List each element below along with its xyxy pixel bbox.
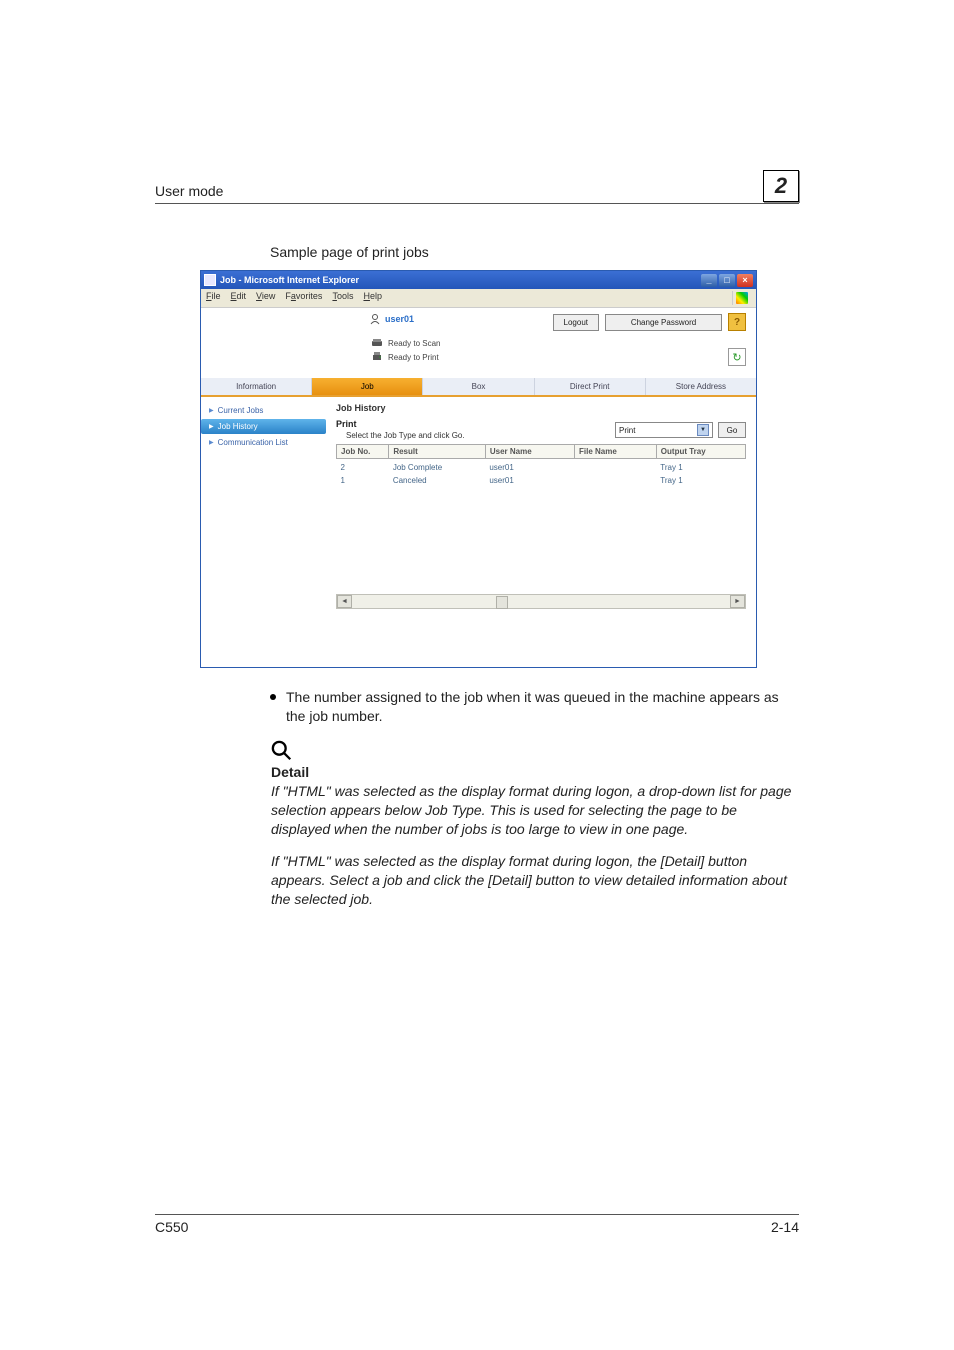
- scroll-right-arrow-icon[interactable]: ►: [730, 595, 745, 608]
- browser-window: Job - Microsoft Internet Explorer _ □ × …: [200, 270, 757, 668]
- device-status: Ready to Scan Ready to Print: [371, 336, 440, 364]
- table-cell: user01: [485, 474, 574, 487]
- job-table-wrap: Job No.ResultUser NameFile NameOutput Tr…: [336, 444, 746, 609]
- scan-status-text: Ready to Scan: [388, 339, 440, 348]
- menu-help[interactable]: Help: [363, 291, 382, 305]
- windows-flag-icon: [736, 292, 748, 304]
- window-titlebar: Job - Microsoft Internet Explorer _ □ ×: [201, 271, 756, 289]
- table-cell: [575, 459, 657, 475]
- window-title: Job - Microsoft Internet Explorer: [220, 275, 359, 285]
- scroll-track[interactable]: [352, 596, 730, 607]
- page-header-title: User mode: [155, 183, 223, 199]
- bullet-text: The number assigned to the job when it w…: [286, 688, 799, 726]
- dropdown-arrow-icon: ▼: [697, 424, 709, 436]
- current-user: user01: [369, 313, 414, 325]
- table-cell: Canceled: [389, 474, 486, 487]
- table-cell: Job Complete: [389, 459, 486, 475]
- maximize-button[interactable]: □: [719, 274, 735, 287]
- menu-file[interactable]: File: [206, 291, 221, 305]
- jobtype-value: Print: [619, 426, 635, 435]
- user-icon: [369, 313, 381, 325]
- table-cell: user01: [485, 459, 574, 475]
- chapter-number: 2: [763, 170, 799, 202]
- scroll-left-arrow-icon[interactable]: ◄: [337, 595, 352, 608]
- menu-view[interactable]: View: [256, 291, 275, 305]
- col-output-tray: Output Tray: [656, 445, 745, 459]
- ie-icon: [204, 274, 216, 286]
- tab-job[interactable]: Job: [312, 378, 423, 395]
- col-result: Result: [389, 445, 486, 459]
- footer-left: C550: [155, 1219, 188, 1235]
- detail-heading: Detail: [271, 764, 799, 780]
- detail-para-1: If "HTML" was selected as the display fo…: [271, 782, 799, 839]
- scroll-thumb[interactable]: [496, 596, 508, 609]
- table-cell: [575, 474, 657, 487]
- col-job-no-: Job No.: [337, 445, 389, 459]
- printer-icon: [371, 351, 383, 363]
- menu-edit[interactable]: Edit: [231, 291, 247, 305]
- jobtype-select[interactable]: Print ▼: [615, 422, 713, 438]
- close-button[interactable]: ×: [737, 274, 753, 287]
- job-table: Job No.ResultUser NameFile NameOutput Tr…: [336, 444, 746, 487]
- footer-right: 2-14: [771, 1219, 799, 1235]
- table-cell: 2: [337, 459, 389, 475]
- left-nav: Current JobsJob HistoryCommunication Lis…: [201, 397, 326, 667]
- scanner-icon: [371, 338, 383, 348]
- table-cell: Tray 1: [656, 474, 745, 487]
- tab-information[interactable]: Information: [201, 378, 312, 395]
- menu-tools[interactable]: Tools: [332, 291, 353, 305]
- help-button[interactable]: ?: [728, 313, 746, 331]
- user-name: user01: [385, 314, 414, 324]
- print-status-text: Ready to Print: [388, 353, 439, 362]
- horizontal-scrollbar[interactable]: ◄ ►: [336, 594, 746, 609]
- main-tabbar: InformationJobBoxDirect PrintStore Addre…: [201, 378, 756, 397]
- col-user-name: User Name: [485, 445, 574, 459]
- change-password-button[interactable]: Change Password: [605, 314, 722, 331]
- logout-button[interactable]: Logout: [553, 314, 599, 331]
- nav-job-history[interactable]: Job History: [201, 419, 326, 434]
- tab-box[interactable]: Box: [423, 378, 534, 395]
- section-title: Job History: [336, 403, 746, 413]
- sample-caption: Sample page of print jobs: [270, 244, 799, 260]
- magnifier-icon: [271, 740, 293, 762]
- menu-favorites[interactable]: Favorites: [285, 291, 322, 305]
- nav-current-jobs[interactable]: Current Jobs: [201, 403, 326, 418]
- refresh-button[interactable]: ↻: [728, 348, 746, 366]
- table-row[interactable]: 2Job Completeuser01 Tray 1: [337, 459, 746, 475]
- detail-para-2: If "HTML" was selected as the display fo…: [271, 852, 799, 909]
- table-row[interactable]: 1Canceleduser01 Tray 1: [337, 474, 746, 487]
- tab-store-address[interactable]: Store Address: [646, 378, 756, 395]
- table-cell: Tray 1: [656, 459, 745, 475]
- tab-direct-print[interactable]: Direct Print: [535, 378, 646, 395]
- minimize-button[interactable]: _: [701, 274, 717, 287]
- go-button[interactable]: Go: [718, 422, 746, 438]
- nav-communication-list[interactable]: Communication List: [201, 435, 326, 450]
- table-cell: 1: [337, 474, 389, 487]
- bullet-icon: [270, 694, 276, 700]
- col-file-name: File Name: [575, 445, 657, 459]
- menu-bar: File Edit View Favorites Tools Help: [201, 289, 756, 308]
- ie-logo: [732, 291, 751, 305]
